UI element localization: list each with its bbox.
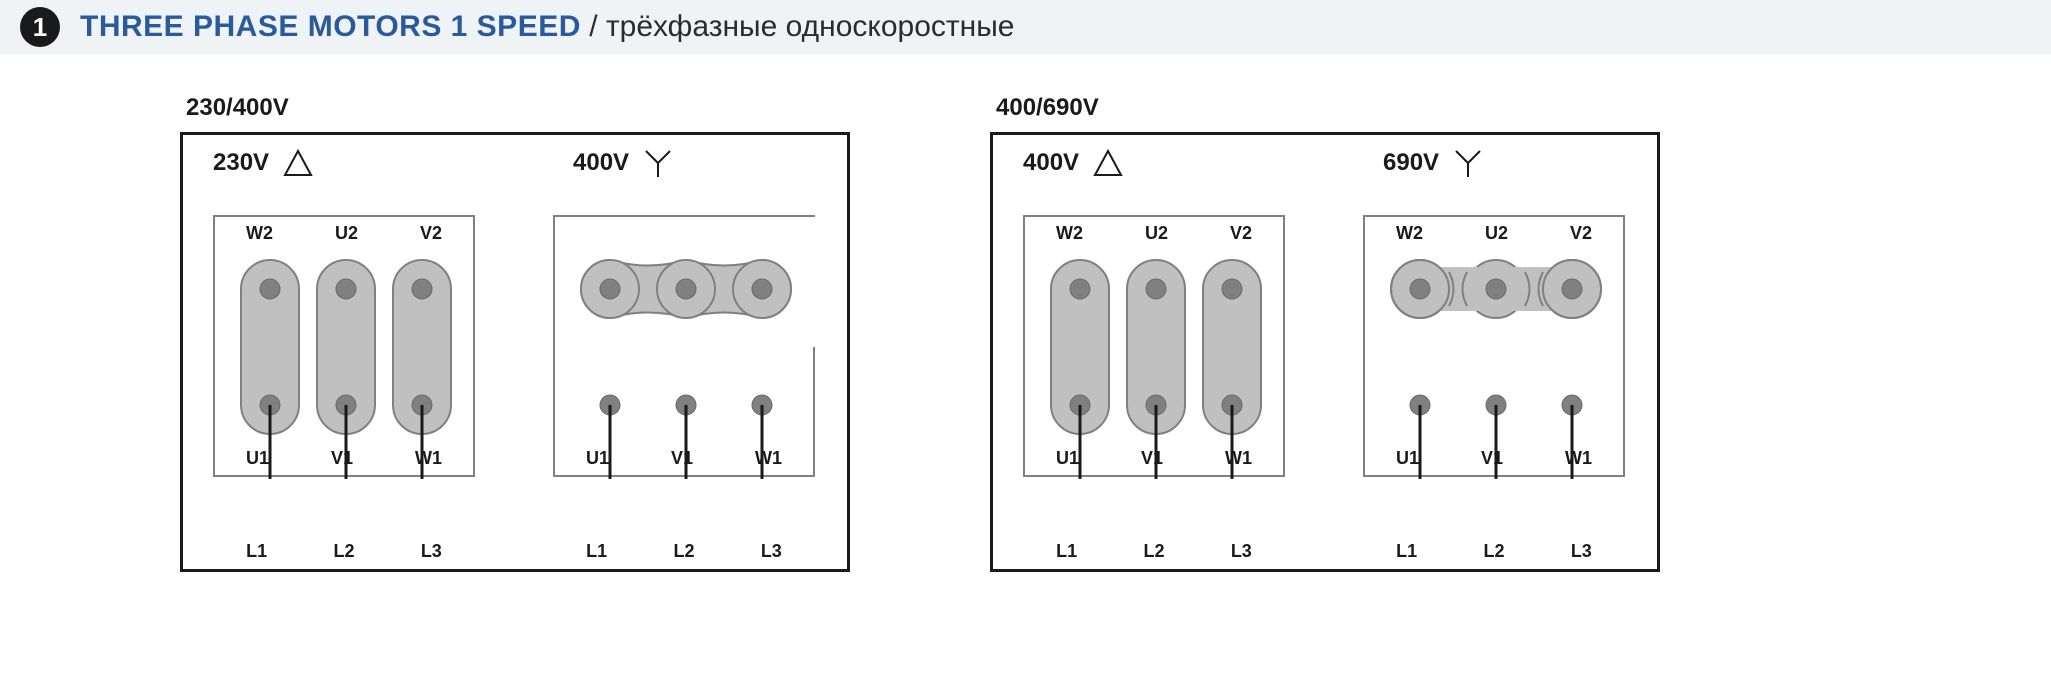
wye-bot-labels: U1 V1 W1 [555, 448, 813, 469]
terminal-label: V1 [671, 448, 693, 469]
wye-voltage-label: 690V [1383, 149, 1483, 177]
line-label: L3 [1231, 541, 1252, 562]
line-label: L3 [1571, 541, 1592, 562]
header-bar: 1 THREE PHASE MOTORS 1 SPEED / трёхфазны… [0, 0, 2051, 54]
delta-line-labels: L1 L2 L3 [213, 541, 475, 562]
delta-voltage: 230V [213, 149, 269, 177]
line-label: L1 [246, 541, 267, 562]
wye-svg [1365, 217, 1627, 479]
line-label: L3 [421, 541, 442, 562]
terminal-label: U1 [586, 448, 609, 469]
line-label: L2 [333, 541, 354, 562]
delta-icon [1093, 149, 1123, 177]
header-subtitle: / трёхфазные односкоростные [581, 10, 1015, 43]
delta-terminal-box: W2 U2 V2 [213, 215, 475, 477]
diagram-group-0: 230/400V 230V 400V W2 U2 V2 [180, 94, 850, 572]
terminal-label: W1 [1565, 448, 1592, 469]
terminal-label: W1 [1225, 448, 1252, 469]
delta-bot-labels: U1 V1 W1 [1025, 448, 1283, 469]
delta-terminal-box: W2 U2 V2 [1023, 215, 1285, 477]
line-label: L2 [673, 541, 694, 562]
group-label: 400/690V [996, 94, 1660, 122]
diagrams-row: 230/400V 230V 400V W2 U2 V2 [0, 94, 2051, 572]
header-text: THREE PHASE MOTORS 1 SPEED / трёхфазные … [80, 10, 1014, 44]
wye-bot-labels: U1 V1 W1 [1365, 448, 1623, 469]
delta-svg [1025, 217, 1287, 479]
wye-terminal-box: W2 U2 V2 [1363, 215, 1625, 477]
outer-box: 230V 400V W2 U2 V2 [180, 132, 850, 572]
wye-icon [643, 149, 673, 177]
delta-voltage-label: 230V [213, 149, 313, 177]
delta-line-labels: L1 L2 L3 [1023, 541, 1285, 562]
section-number: 1 [33, 12, 47, 43]
diagram-group-1: 400/690V 400V 690V W2 U2 V2 [990, 94, 1660, 572]
line-label: L1 [1396, 541, 1417, 562]
delta-icon [283, 149, 313, 177]
delta-bot-labels: U1 V1 W1 [215, 448, 473, 469]
wye-svg [555, 217, 817, 479]
terminal-label: V1 [1141, 448, 1163, 469]
delta-voltage: 400V [1023, 149, 1079, 177]
line-label: L1 [586, 541, 607, 562]
terminal-label: V1 [331, 448, 353, 469]
terminal-label: W1 [755, 448, 782, 469]
wye-line-labels: L1 L2 L3 [1363, 541, 1625, 562]
wye-icon [1453, 149, 1483, 177]
line-label: L1 [1056, 541, 1077, 562]
section-number-badge: 1 [20, 7, 60, 47]
wye-terminal-box: W2 U2 V2 [553, 215, 815, 477]
group-label: 230/400V [186, 94, 850, 122]
terminal-label: W1 [415, 448, 442, 469]
line-label: L2 [1483, 541, 1504, 562]
header-title: THREE PHASE MOTORS 1 SPEED [80, 10, 581, 43]
delta-voltage-label: 400V [1023, 149, 1123, 177]
terminal-label: U1 [246, 448, 269, 469]
line-label: L3 [761, 541, 782, 562]
wye-voltage: 400V [573, 149, 629, 177]
terminal-label: V1 [1481, 448, 1503, 469]
delta-svg [215, 217, 477, 479]
line-label: L2 [1143, 541, 1164, 562]
wye-voltage-label: 400V [573, 149, 673, 177]
terminal-label: U1 [1056, 448, 1079, 469]
terminal-label: U1 [1396, 448, 1419, 469]
wye-line-labels: L1 L2 L3 [553, 541, 815, 562]
outer-box: 400V 690V W2 U2 V2 [990, 132, 1660, 572]
wye-voltage: 690V [1383, 149, 1439, 177]
